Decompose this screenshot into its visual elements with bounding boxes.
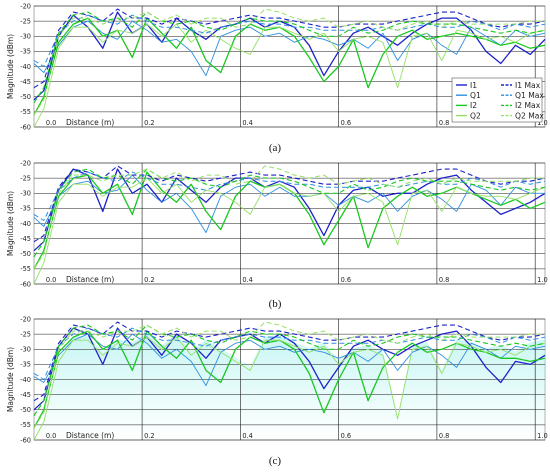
panel-caption: (b) [269, 298, 282, 310]
y-axis-title: Magnitude (dBm) [6, 191, 15, 256]
x-tick-label: 1.0 [537, 276, 548, 284]
x-tick-label: 0.8 [439, 432, 450, 440]
y-tick-label: -40 [20, 376, 31, 384]
y-tick-label: -30 [20, 346, 31, 354]
panel-caption: (a) [269, 142, 282, 154]
x-tick-label: 0.6 [341, 119, 352, 127]
y-tick-label: -30 [20, 190, 31, 198]
series-line-i2-max [33, 11, 546, 104]
y-tick-label: -25 [20, 330, 31, 338]
legend-label: Q1 [470, 91, 481, 100]
y-tick-label: -45 [20, 78, 31, 86]
y-tick-label: -55 [20, 108, 31, 116]
legend-label: I2 Max [515, 101, 541, 110]
x-tick-label: 0.0 [46, 119, 57, 127]
series-line-q1-max [33, 327, 546, 380]
series-line-q1 [33, 333, 546, 387]
series-line-q2 [33, 336, 546, 441]
x-tick-label: 0.0 [46, 276, 57, 284]
series-line-q2-max [33, 8, 545, 116]
y-tick-label: -25 [20, 17, 31, 25]
x-tick-label: 0.8 [439, 276, 450, 284]
x-tick-label: 0.4 [242, 119, 253, 127]
x-tick-label: 0.2 [144, 276, 155, 284]
series-line-q2-max [33, 321, 545, 429]
y-tick-label: -35 [20, 205, 31, 213]
x-tick-label: 1.0 [537, 119, 548, 127]
x-tick-label: 0.6 [341, 276, 352, 284]
legend-label: I1 Max [515, 81, 541, 90]
y-tick-label: -45 [20, 235, 31, 243]
y-tick-label: -20 [20, 159, 31, 167]
series-line-i1-max [33, 165, 546, 243]
y-tick-label: -60 [20, 123, 31, 131]
legend-label: Q2 [470, 111, 481, 120]
y-tick-label: -55 [20, 265, 31, 273]
x-tick-label: 0.6 [341, 432, 352, 440]
y-tick-label: -35 [20, 361, 31, 369]
series-line-i2 [33, 17, 546, 116]
series-line-i2-max [33, 324, 546, 417]
legend-label: I2 [470, 101, 477, 110]
chart-panel-1: -20 -25 -30 -35 -40 -45 -50 -55 -60 0.0 0.2 0.4 0.6 0… [6, 159, 548, 310]
y-tick-label: -20 [20, 315, 31, 323]
series-line-q1-max [33, 14, 546, 67]
y-tick-label: -45 [20, 391, 31, 399]
y-tick-label: -40 [20, 220, 31, 228]
legend-label: Q1 Max [515, 91, 544, 100]
series-line-q1 [33, 174, 545, 234]
y-tick-label: -50 [20, 250, 31, 258]
chart-panel-0: -20 -25 -30 -35 -40 -45 -50 -55 -60 0.0 0.2 0.4 0.6 0… [6, 2, 548, 154]
y-tick-label: -50 [20, 93, 31, 101]
y-tick-label: -55 [20, 421, 31, 429]
y-tick-label: -30 [20, 33, 31, 41]
x-tick-label: 0.8 [439, 119, 450, 127]
legend-label: Q2 Max [515, 111, 544, 120]
series-line-q1-max [33, 171, 546, 221]
x-axis-title: Distance (m) [66, 275, 114, 284]
series-line-i1 [33, 11, 546, 101]
y-tick-label: -20 [20, 2, 31, 10]
panel-caption: (c) [269, 455, 282, 467]
series-line-i1-max [33, 321, 546, 402]
y-axis-title: Magnitude (dBm) [6, 34, 15, 99]
series-line-q1 [33, 20, 546, 77]
series-line-i2 [33, 330, 546, 429]
series-line-q2 [33, 177, 546, 285]
y-tick-label: -60 [20, 280, 31, 288]
x-tick-label: 0.2 [144, 432, 155, 440]
x-tick-label: 0.4 [242, 432, 253, 440]
shaded-band [34, 333, 545, 440]
series-line-q2 [33, 23, 546, 128]
y-tick-label: -25 [20, 174, 31, 182]
series-line-i1-max [33, 8, 546, 89]
y-tick-label: -40 [20, 63, 31, 71]
x-axis-title: Distance (m) [66, 431, 114, 440]
x-tick-label: 0.4 [242, 276, 253, 284]
legend-label: I1 [470, 81, 477, 90]
y-axis-title: Magnitude (dBm) [6, 347, 15, 412]
x-tick-label: 1.0 [537, 432, 548, 440]
x-tick-label: 0.0 [46, 432, 57, 440]
y-tick-label: -50 [20, 406, 31, 414]
y-tick-label: -60 [20, 436, 31, 444]
x-tick-label: 0.2 [144, 119, 155, 127]
x-axis-title: Distance (m) [66, 118, 114, 127]
series-line-q2-max [33, 165, 545, 270]
chart-panel-2: -20 -25 -30 -35 -40 -45 -50 -55 -60 0.0 0.2 0.4 0.6 0… [6, 315, 548, 467]
y-tick-label: -35 [20, 48, 31, 56]
